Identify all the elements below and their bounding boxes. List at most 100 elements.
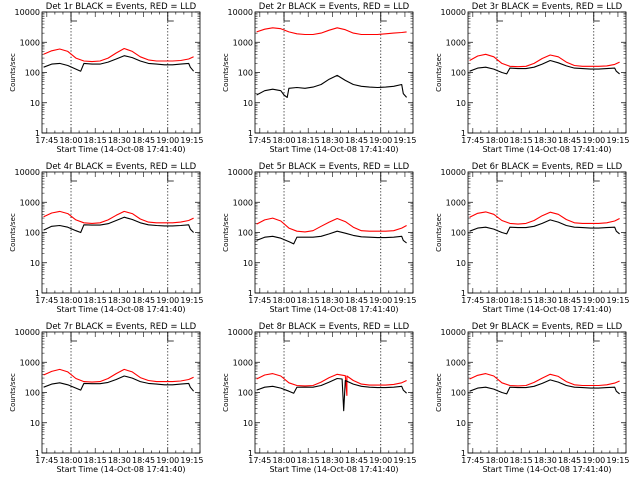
x-tick-label: 18:30 [108,456,131,465]
chart-panel-7: Det 7r BLACK = Events, RED = LLD 1 10 100 10… [9,322,203,474]
series-line-events [43,55,195,72]
series-line-events [469,379,620,395]
y-tick-label: 1 [35,129,40,138]
x-tick-label: 18:15 [84,136,107,145]
x-tick-label: 17:45 [248,456,271,465]
time-marker-bracket [283,332,291,342]
x-tick-label: 18:00 [272,456,295,465]
x-tick-label: 17:45 [461,136,484,145]
y-axis-label: Counts/sec [435,213,443,252]
y-tick-label: 10 [456,419,466,428]
x-tick-label: 17:45 [461,296,484,305]
time-marker-bracket [593,12,600,22]
series-line-events [256,377,407,412]
series-line-events [256,74,408,98]
y-axis-label: Counts/sec [9,53,17,92]
chart-title: Det 6r BLACK = Events, RED = LLD [472,162,623,172]
y-tick-label: 100 [25,389,40,398]
x-tick-label: 18:30 [108,136,131,145]
series-line-lld [469,53,620,68]
plot-frame [41,331,201,454]
series-line-events [43,216,194,234]
y-axis-label: Counts/sec [435,373,443,412]
plot-frame [41,171,201,294]
x-tick-label: 19:00 [582,456,605,465]
series-line-events [43,375,195,392]
x-tick-label: 19:00 [156,296,179,305]
series-line-lld [43,368,194,383]
time-marker-bracket [496,172,504,182]
y-tick-label: 1000 [233,358,253,367]
x-tick-label: 19:00 [156,136,179,145]
y-tick-label: 10000 [228,8,253,17]
x-tick-label: 18:00 [485,456,508,465]
chart-panel-5: Det 5r BLACK = Events, RED = LLD 1 10 100 10… [222,162,416,314]
series-line-lld [469,211,620,225]
x-axis-label: Start Time (14-Oct-08 17:41:40) [56,305,185,314]
y-axis-label: Counts/sec [435,53,443,92]
time-marker-bracket [283,12,291,22]
plot-frame [41,11,201,134]
time-marker-bracket [496,12,504,22]
y-tick-label: 10 [243,419,253,428]
x-tick-label: 17:45 [35,296,58,305]
x-axis-label: Start Time (14-Oct-08 17:41:40) [269,145,398,154]
plot-frame [467,171,627,294]
time-marker-bracket [593,172,600,182]
x-tick-label: 18:45 [558,296,581,305]
x-tick-label: 18:45 [558,136,581,145]
y-tick-label: 1 [35,449,40,458]
x-tick-label: 18:45 [132,456,155,465]
y-tick-label: 10 [243,99,253,108]
x-axis-label: Start Time (14-Oct-08 17:41:40) [269,305,398,314]
y-tick-label: 1000 [446,38,466,47]
x-tick-label: 19:15 [393,136,416,145]
x-tick-label: 19:00 [582,296,605,305]
x-tick-label: 17:45 [248,136,271,145]
y-tick-label: 1000 [20,358,40,367]
y-tick-label: 10000 [441,8,466,17]
x-tick-label: 19:15 [180,136,203,145]
chart-panel-3: Det 3r BLACK = Events, RED = LLD 1 10 100 10… [435,2,629,154]
time-marker-bracket [380,172,387,182]
x-tick-label: 18:15 [510,296,533,305]
x-tick-label: 19:15 [393,296,416,305]
x-tick-label: 18:15 [510,456,533,465]
y-tick-label: 1000 [446,198,466,207]
chart-title: Det 9r BLACK = Events, RED = LLD [472,322,623,332]
x-axis-label: Start Time (14-Oct-08 17:41:40) [482,465,611,474]
x-axis-label: Start Time (14-Oct-08 17:41:40) [56,465,185,474]
x-tick-label: 19:15 [180,456,203,465]
x-tick-label: 17:45 [461,456,484,465]
x-tick-label: 18:30 [534,296,557,305]
plot-frame [254,331,414,454]
y-tick-label: 1 [248,449,253,458]
x-tick-label: 17:45 [35,136,58,145]
x-axis-label: Start Time (14-Oct-08 17:41:40) [482,145,611,154]
y-tick-label: 1000 [20,198,40,207]
y-tick-label: 100 [451,229,466,238]
y-axis-label: Counts/sec [222,53,230,92]
y-tick-label: 10 [30,99,40,108]
time-marker-bracket [496,332,504,342]
x-tick-label: 18:45 [345,296,368,305]
x-tick-label: 18:00 [485,136,508,145]
x-tick-label: 19:00 [369,456,392,465]
x-tick-label: 18:45 [345,136,368,145]
series-line-lld [43,210,194,224]
x-tick-label: 18:00 [272,296,295,305]
x-tick-label: 18:30 [321,456,344,465]
plot-frame [467,331,627,454]
y-tick-label: 1000 [446,358,466,367]
x-tick-label: 18:30 [534,136,557,145]
y-tick-label: 10000 [228,328,253,337]
y-axis-label: Counts/sec [222,213,230,252]
time-marker-bracket [70,172,78,182]
x-tick-label: 18:45 [558,456,581,465]
chart-panel-8: Det 8r BLACK = Events, RED = LLD 1 10 100 10… [222,322,416,474]
y-tick-label: 10 [456,259,466,268]
y-tick-label: 100 [25,69,40,78]
time-marker-bracket [593,332,600,342]
x-tick-label: 19:15 [606,136,629,145]
